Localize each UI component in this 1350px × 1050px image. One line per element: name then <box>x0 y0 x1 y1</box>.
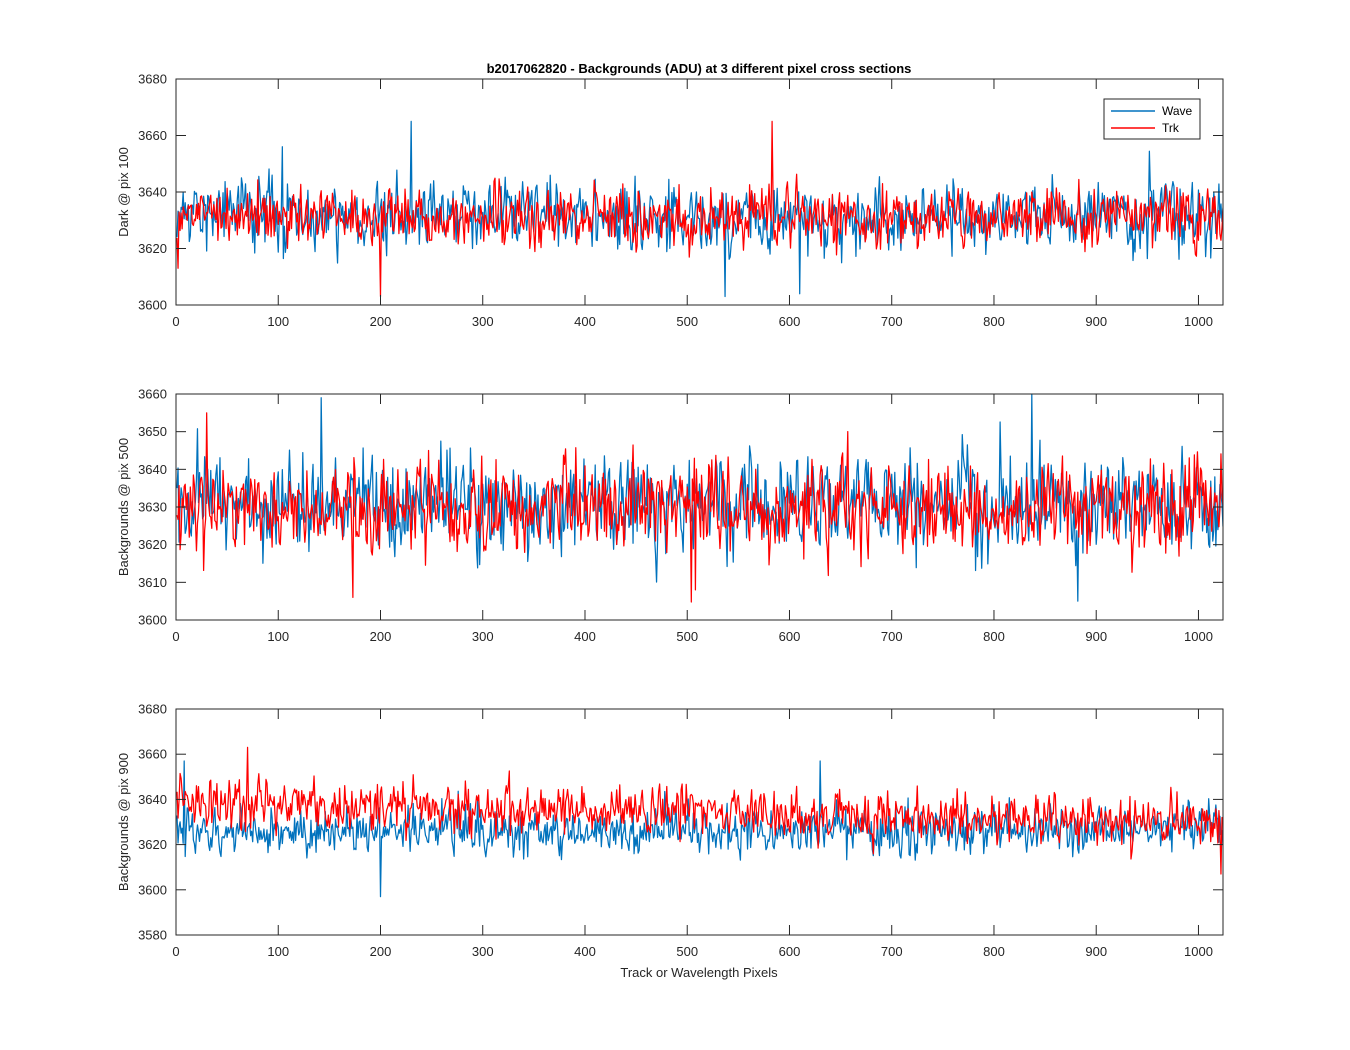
y-tick-label: 3680 <box>138 702 167 717</box>
x-tick-label: 200 <box>370 629 392 644</box>
x-tick-label: 700 <box>881 314 903 329</box>
y-tick-label: 3680 <box>138 72 167 87</box>
y-tick-label: 3600 <box>138 613 167 628</box>
x-tick-label: 300 <box>472 944 494 959</box>
x-tick-label: 600 <box>779 944 801 959</box>
x-tick-label: 500 <box>676 629 698 644</box>
series-wave-line <box>176 760 1223 898</box>
y-tick-label: 3580 <box>138 928 167 943</box>
subplot-2-ylabel: Backgrounds @ pix 500 <box>116 438 131 576</box>
x-tick-label: 0 <box>172 629 179 644</box>
legend-wave-label: Wave <box>1162 104 1193 118</box>
series-trk-line <box>176 412 1223 603</box>
figure-title: b2017062820 - Backgrounds (ADU) at 3 dif… <box>487 61 912 76</box>
y-tick-label: 3630 <box>138 500 167 515</box>
subplot-2-ticks: 0 100 200 300 400 500 600 700 800 900 1000 3600 3610… <box>138 387 1223 644</box>
y-tick-label: 3660 <box>138 747 167 762</box>
legend: Wave Trk <box>1103 98 1201 140</box>
subplot-1-plot-area <box>176 120 1223 298</box>
subplot-3-ticks: 0 100 200 300 400 500 600 700 800 900 1000 3580 3600… <box>138 702 1223 959</box>
x-tick-label: 900 <box>1085 629 1107 644</box>
x-tick-label: 600 <box>779 629 801 644</box>
x-tick-label: 400 <box>574 944 596 959</box>
x-tick-label: 500 <box>676 944 698 959</box>
y-tick-label: 3640 <box>138 185 167 200</box>
series-trk-line <box>176 746 1223 875</box>
x-tick-label: 700 <box>881 944 903 959</box>
x-tick-label: 1000 <box>1184 314 1213 329</box>
x-tick-label: 700 <box>881 629 903 644</box>
x-tick-label: 0 <box>172 944 179 959</box>
x-tick-label: 400 <box>574 314 596 329</box>
subplot-1-background <box>176 79 1223 305</box>
subplot-2-plot-area <box>176 394 1223 603</box>
x-tick-label: 300 <box>472 629 494 644</box>
y-tick-label: 3650 <box>138 424 167 439</box>
y-tick-label: 3620 <box>138 837 167 852</box>
subplot-1: 0 100 200 300 400 500 600 700 800 900 1000 3600 3620… <box>116 72 1224 329</box>
x-tick-label: 900 <box>1085 944 1107 959</box>
series-wave-line <box>176 394 1223 602</box>
subplot-2: 0 100 200 300 400 500 600 700 800 900 1000 3600 3610… <box>116 387 1224 644</box>
y-tick-label: 3660 <box>138 387 167 402</box>
x-tick-label: 600 <box>779 314 801 329</box>
x-tick-label: 400 <box>574 629 596 644</box>
x-tick-label: 1000 <box>1184 944 1213 959</box>
subplot-1-ylabel: Dark @ pix 100 <box>116 147 131 237</box>
y-tick-label: 3620 <box>138 241 167 256</box>
x-tick-label: 800 <box>983 314 1005 329</box>
y-tick-label: 3600 <box>138 882 167 897</box>
subplot-3: 0 100 200 300 400 500 600 700 800 900 1000 3580 3600… <box>116 702 1224 959</box>
x-tick-label: 100 <box>267 314 289 329</box>
x-tick-label: 500 <box>676 314 698 329</box>
x-tick-label: 100 <box>267 629 289 644</box>
y-tick-label: 3610 <box>138 575 167 590</box>
y-tick-label: 3640 <box>138 462 167 477</box>
subplot-3-ylabel: Backgrounds @ pix 900 <box>116 753 131 891</box>
x-tick-label: 300 <box>472 314 494 329</box>
x-tick-label: 900 <box>1085 314 1107 329</box>
legend-box <box>1103 98 1201 140</box>
x-tick-label: 800 <box>983 629 1005 644</box>
subplot-3-frame <box>175 708 1224 936</box>
y-tick-label: 3620 <box>138 537 167 552</box>
y-tick-label: 3660 <box>138 128 167 143</box>
x-tick-label: 800 <box>983 944 1005 959</box>
series-trk-line <box>176 120 1223 298</box>
x-tick-label: 0 <box>172 314 179 329</box>
x-axis-label: Track or Wavelength Pixels <box>620 965 778 980</box>
subplot-1-ticks: 0 100 200 300 400 500 600 700 800 900 1000 3600 3620… <box>138 72 1223 329</box>
x-tick-label: 1000 <box>1184 629 1213 644</box>
x-tick-label: 100 <box>267 944 289 959</box>
y-tick-label: 3600 <box>138 298 167 313</box>
y-tick-label: 3640 <box>138 792 167 807</box>
subplot-3-plot-area <box>176 746 1223 898</box>
x-tick-label: 200 <box>370 314 392 329</box>
legend-trk-label: Trk <box>1162 121 1180 135</box>
x-tick-label: 200 <box>370 944 392 959</box>
